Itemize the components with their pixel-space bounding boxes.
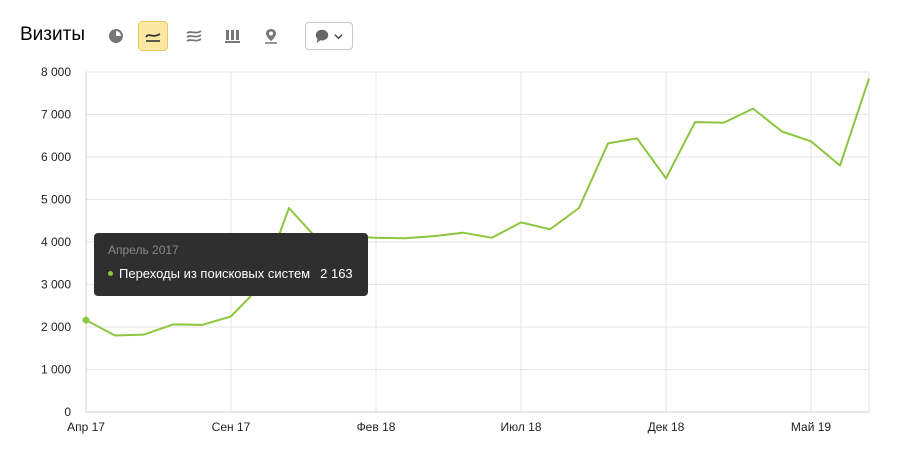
line-chart-icon [145, 33, 161, 42]
y-tick-label: 4 000 [41, 235, 71, 249]
y-tick-label: 2 000 [41, 320, 71, 334]
x-tick-label: Фев 18 [357, 420, 396, 434]
y-tick-label: 1 000 [41, 363, 71, 377]
page-title: Визиты [20, 24, 85, 45]
chevron-down-icon [334, 33, 343, 39]
tooltip-series-label: Переходы из поисковых систем [119, 266, 311, 281]
y-tick-label: 0 [64, 405, 71, 419]
bar-chart-button[interactable] [218, 21, 248, 51]
map-button[interactable] [256, 21, 286, 51]
tooltip-value: 2 163 [320, 266, 353, 281]
chart-tooltip: Апрель 2017 Переходы из поисковых систем… [94, 233, 368, 296]
y-tick-label: 3 000 [41, 278, 71, 292]
pie-chart-button[interactable] [101, 21, 131, 51]
speech-bubble-icon [315, 29, 328, 44]
y-tick-label: 6 000 [41, 150, 71, 164]
area-chart-button[interactable] [179, 21, 209, 51]
annotations-dropdown[interactable] [305, 22, 353, 50]
pie-chart-icon [109, 29, 123, 43]
y-tick-label: 8 000 [41, 65, 71, 79]
x-tick-label: Дек 18 [648, 420, 685, 434]
x-tick-label: Июл 18 [500, 420, 541, 434]
x-tick-label: Апр 17 [67, 420, 105, 434]
area-chart-icon [186, 30, 202, 42]
map-pin-icon [265, 29, 277, 44]
x-tick-label: Май 19 [791, 420, 832, 434]
line-chart-button[interactable] [138, 21, 168, 51]
tooltip-series-dot [108, 271, 113, 276]
highlighted-point [82, 316, 90, 324]
y-tick-label: 5 000 [41, 193, 71, 207]
series-line [85, 78, 870, 337]
x-tick-label: Сен 17 [212, 420, 251, 434]
y-tick-label: 7 000 [41, 108, 71, 122]
bar-chart-icon [225, 30, 240, 43]
tooltip-date: Апрель 2017 [108, 243, 179, 257]
